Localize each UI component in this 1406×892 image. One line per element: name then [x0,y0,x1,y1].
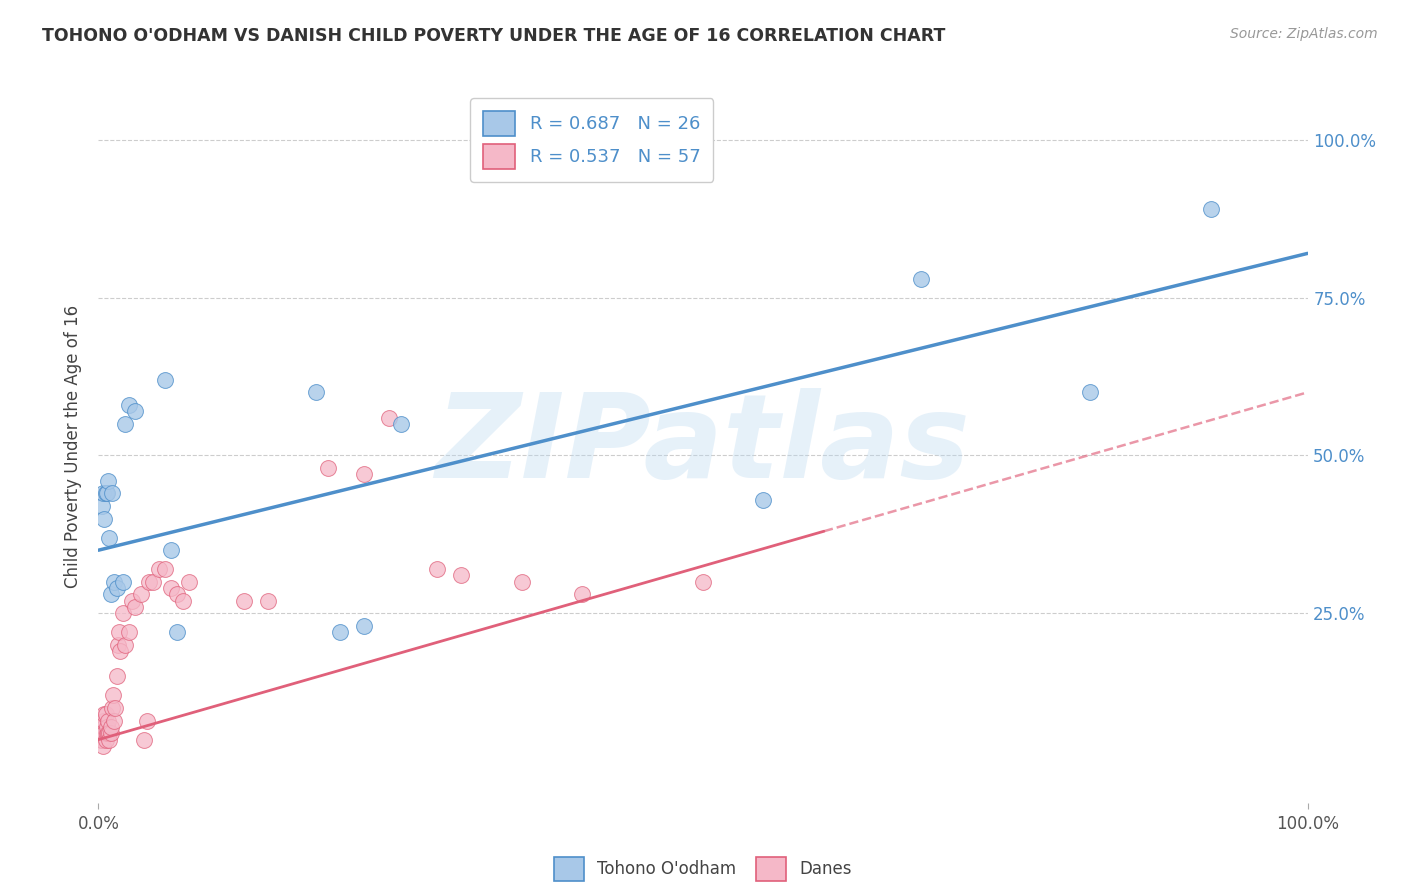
Point [93,720,115,734]
Point [166,625,188,640]
Point [510,574,533,589]
Point [1078,385,1101,400]
Point [96,726,118,740]
Point [232,593,254,607]
Point [103,714,125,728]
Point [100,701,122,715]
Point [100,486,122,500]
Point [124,404,146,418]
Point [91,732,114,747]
Point [90,732,112,747]
Point [1199,202,1222,217]
Point [111,607,134,621]
Point [94,732,117,747]
Point [96,486,118,500]
Point [105,581,128,595]
Point [389,417,412,431]
Point [450,568,472,582]
Point [101,689,124,703]
Point [94,486,117,500]
Point [153,373,176,387]
Point [353,619,375,633]
Point [94,707,117,722]
Point [97,714,120,728]
Point [148,562,170,576]
Point [91,486,114,500]
Point [107,638,129,652]
Point [98,726,121,740]
Point [179,574,201,589]
Text: TOHONO O'ODHAM VS DANISH CHILD POVERTY UNDER THE AGE OF 16 CORRELATION CHART: TOHONO O'ODHAM VS DANISH CHILD POVERTY U… [42,27,946,45]
Point [134,732,156,747]
Point [129,587,152,601]
Point [100,587,122,601]
Point [256,593,278,607]
Point [118,398,141,412]
Point [571,587,593,601]
Point [93,714,115,728]
Point [100,726,122,740]
Point [91,720,114,734]
Point [97,726,120,740]
Point [96,720,118,734]
Point [91,714,114,728]
Point [98,531,121,545]
Point [114,638,136,652]
Point [142,574,165,589]
Point [103,574,125,589]
Point [93,511,115,525]
Point [93,707,115,722]
Point [91,726,114,740]
Point [105,669,128,683]
Point [160,581,183,595]
Point [329,625,352,640]
Point [160,543,183,558]
Point [135,714,157,728]
Point [90,720,112,734]
Point [108,644,131,658]
Point [172,593,194,607]
Y-axis label: Child Poverty Under the Age of 16: Child Poverty Under the Age of 16 [65,304,83,588]
Point [89,720,111,734]
Point [377,410,399,425]
Point [305,385,328,400]
Point [97,474,120,488]
Point [910,271,932,285]
Point [426,562,449,576]
Point [111,574,134,589]
Point [353,467,375,482]
Point [166,587,188,601]
Point [100,720,122,734]
Point [108,625,131,640]
Text: Source: ZipAtlas.com: Source: ZipAtlas.com [1230,27,1378,41]
Point [93,726,115,740]
Point [692,574,714,589]
Point [121,593,143,607]
Point [153,562,176,576]
Point [104,701,127,715]
Point [752,492,775,507]
Point [91,499,114,513]
Point [90,726,112,740]
Point [118,625,141,640]
Point [124,600,146,615]
Point [138,574,160,589]
Point [316,461,339,475]
Text: ZIPatlas: ZIPatlas [436,389,970,503]
Point [98,732,121,747]
Legend: Tohono O'odham, Danes: Tohono O'odham, Danes [547,850,859,888]
Point [114,417,136,431]
Point [91,739,114,753]
